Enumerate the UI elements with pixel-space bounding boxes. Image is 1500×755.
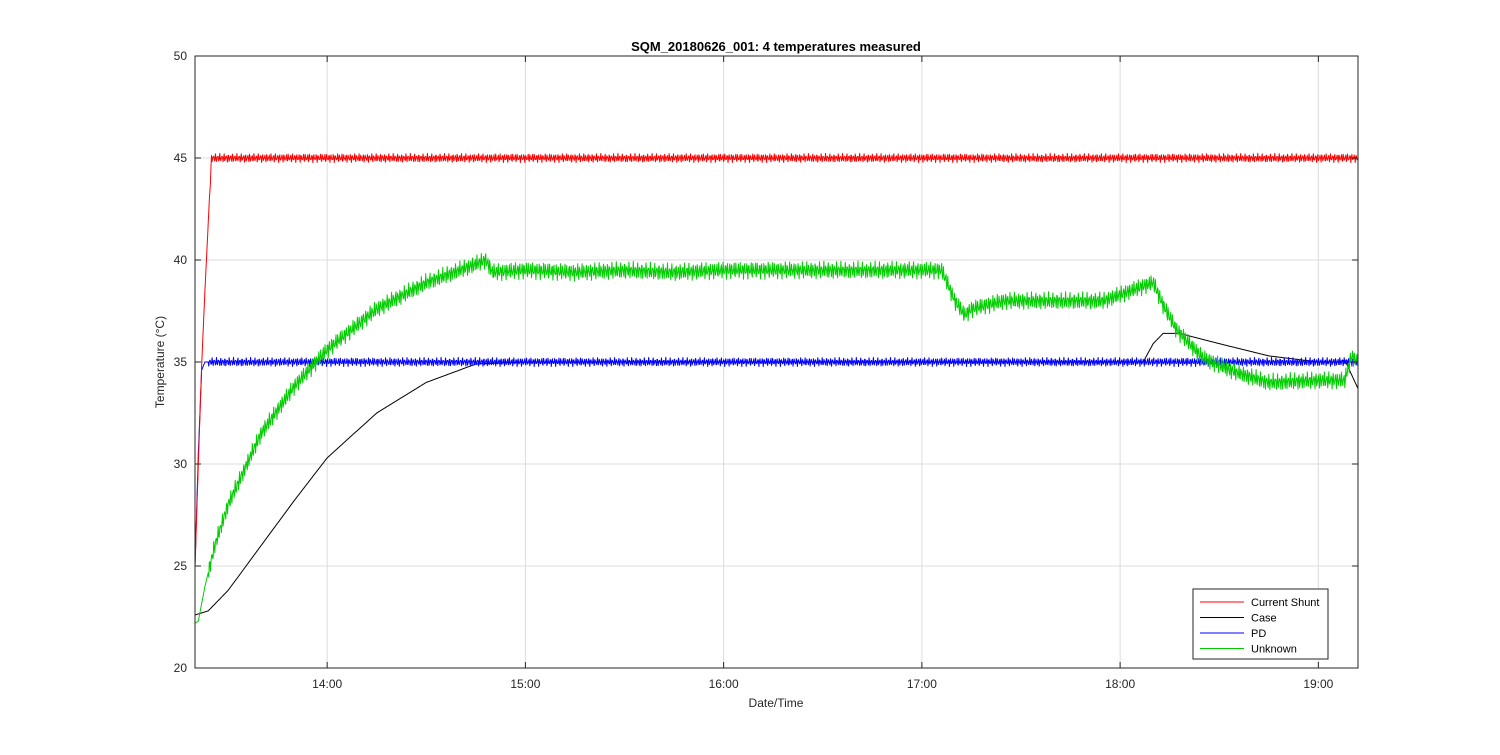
legend: Current Shunt Case PD Unknown — [1192, 588, 1329, 660]
series-line-pd — [194, 356, 1359, 567]
series-layer — [194, 152, 1359, 624]
x-tick-label: 18:00 — [1105, 677, 1135, 691]
legend-label-current-shunt: Current Shunt — [1251, 597, 1319, 609]
y-tick-label: 40 — [174, 253, 188, 267]
axis-ticks: 20 25 30 35 40 45 50 14:00 15:00 16:00 17:00 18:00 1… — [174, 49, 1358, 691]
legend-label-pd: PD — [1251, 628, 1266, 640]
x-tick-label: 15:00 — [510, 677, 540, 691]
y-tick-label: 35 — [174, 355, 188, 369]
x-tick-label: 16:00 — [709, 677, 739, 691]
y-tick-label: 45 — [174, 151, 188, 165]
legend-box — [1192, 588, 1329, 660]
x-tick-label: 17:00 — [907, 677, 937, 691]
x-axis-label: Date/Time — [749, 696, 804, 710]
series-line-unknown — [194, 253, 1359, 624]
y-tick-label: 20 — [174, 661, 188, 675]
legend-label-case: Case — [1251, 613, 1277, 625]
y-tick-label: 30 — [174, 457, 188, 471]
y-tick-label: 50 — [174, 49, 188, 63]
series-line-current-shunt — [194, 152, 1359, 567]
x-tick-label: 14:00 — [312, 677, 342, 691]
x-tick-label: 19:00 — [1303, 677, 1333, 691]
legend-label-unknown: Unknown — [1251, 644, 1297, 656]
y-axis-label: Temperature (°C) — [153, 316, 167, 408]
chart-title: SQM_20180626_001: 4 temperatures measure… — [631, 39, 921, 54]
y-tick-label: 25 — [174, 559, 188, 573]
